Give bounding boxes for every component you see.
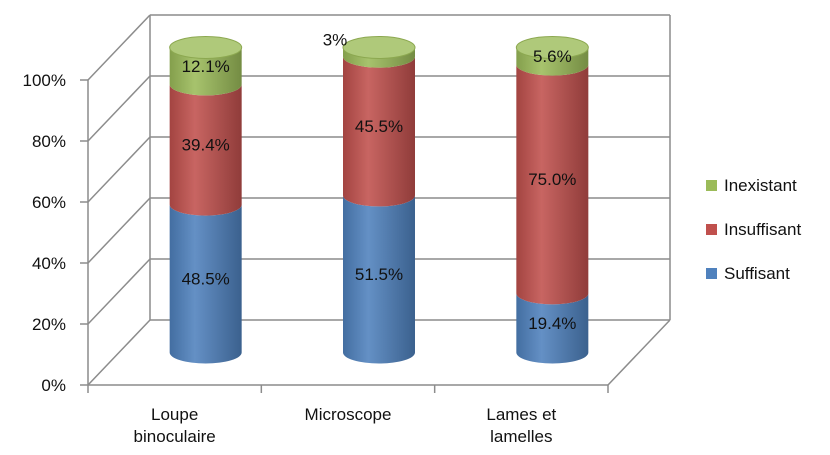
bar-segment-suffisant [516,293,589,364]
axes: 0% 20% 40% 60% 80% 100% Loupe binoculaire Micros… [23,15,671,446]
bar-top-cap [169,36,243,59]
data-label: 12.1% [182,57,230,76]
legend-label: Inexistant [724,176,797,195]
data-label: 3% [323,31,348,50]
data-label: 51.5% [355,265,403,284]
y-tick-label: 80% [32,132,66,151]
x-tick-label: Loupe binoculaire [134,405,216,446]
data-label: 45.5% [355,117,403,136]
legend-swatch [706,268,717,279]
x-tick-label: Microscope [305,405,392,424]
data-label: 19.4% [528,314,576,333]
legend-label: Insuffisant [724,220,801,239]
y-tick-label: 20% [32,315,66,334]
legend-swatch [706,180,717,191]
data-label: 39.4% [182,135,230,154]
x-tick-label: Lames et lamelles [486,405,556,446]
y-tick-label: 100% [23,71,66,90]
gridline-wall [87,75,151,142]
bars [169,36,589,364]
gridline-wall [87,136,151,203]
gridline-wall [87,197,151,264]
data-label: 5.6% [533,47,572,66]
gridline-wall [87,258,151,325]
legend-label: Suffisant [724,264,790,283]
bar-segment-inexistant [516,47,589,76]
legend: Inexistant Insuffisant Suffisant [706,176,801,283]
bar-segment-suffisant [343,195,415,364]
y-tick-label: 0% [41,376,66,395]
gridline-wall [87,319,151,386]
gridline-wall [87,14,151,81]
y-tick-label: 60% [32,193,66,212]
legend-swatch [706,224,717,235]
floor-right-edge [607,319,671,386]
data-labels: 48.5% 39.4% 12.1% 51.5% 45.5% 3% 19.4% 75.0% 5.6… [182,31,577,333]
bar-segment-insuffisant [169,84,242,216]
data-label: 75.0% [528,170,576,189]
bar-top-cap [515,36,589,59]
data-label: 48.5% [182,270,230,289]
bar-segment-suffisant [169,204,242,364]
bar-segment-inexistant [169,47,242,96]
bar-segment-inexistant [343,47,415,68]
y-tick-label: 40% [32,254,66,273]
bar-segment-insuffisant [516,64,589,305]
bar-top-cap [342,36,416,59]
bar-segment-insuffisant [343,56,415,207]
